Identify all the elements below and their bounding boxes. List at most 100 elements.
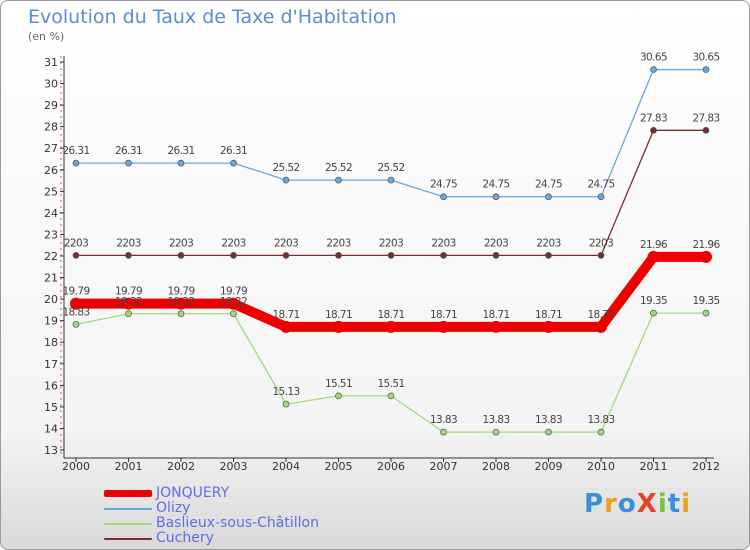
data-point xyxy=(230,252,237,259)
logo-letter: P xyxy=(584,489,605,519)
data-label: 19.79 xyxy=(62,286,89,298)
data-label: 13.83 xyxy=(535,414,562,426)
data-label: 26.31 xyxy=(62,145,89,157)
data-point xyxy=(700,250,712,263)
legend-label: Olizy xyxy=(156,500,191,516)
x-tick-label: 2003 xyxy=(220,460,248,473)
legend-swatch xyxy=(104,538,152,540)
y-tick-label: 17 xyxy=(44,358,58,371)
data-point xyxy=(492,252,500,259)
data-point xyxy=(650,309,657,317)
x-tick-label: 2001 xyxy=(115,460,143,473)
y-tick-label: 28 xyxy=(44,121,58,134)
data-label: 26.31 xyxy=(167,145,194,157)
data-label: 25.52 xyxy=(272,162,299,174)
data-label: 24.75 xyxy=(535,179,562,191)
y-tick-label: 26 xyxy=(44,164,58,177)
data-point xyxy=(647,250,660,263)
y-tick-label: 14 xyxy=(44,422,58,435)
data-label: 2203 xyxy=(589,237,613,249)
y-tick-label: 23 xyxy=(44,228,58,241)
data-label: 30.65 xyxy=(640,52,667,64)
y-tick-label: 13 xyxy=(44,444,58,457)
data-label: 2203 xyxy=(431,237,455,249)
data-point xyxy=(177,159,185,167)
data-point xyxy=(542,320,555,333)
legend-swatch xyxy=(104,523,152,525)
data-point xyxy=(282,400,290,408)
data-label: 21.96 xyxy=(692,239,720,251)
data-label: 13.83 xyxy=(430,414,457,426)
y-tick-label: 22 xyxy=(44,250,58,263)
data-point xyxy=(125,310,132,318)
data-label: 24.75 xyxy=(482,179,509,191)
data-point xyxy=(175,297,187,310)
data-point xyxy=(545,252,552,259)
data-label: 19.32 xyxy=(115,296,142,308)
data-point xyxy=(70,297,82,310)
data-point xyxy=(72,320,80,328)
data-point xyxy=(597,252,605,259)
unit-label: (en %) xyxy=(28,30,65,43)
data-point xyxy=(650,66,657,73)
legend-label: Baslieux-sous-Châtillon xyxy=(156,515,319,531)
y-tick-label: 15 xyxy=(44,401,58,414)
data-point xyxy=(492,428,500,436)
data-label: 2203 xyxy=(484,237,508,249)
data-point xyxy=(387,176,395,184)
data-point xyxy=(72,159,80,167)
data-label: 18.83 xyxy=(62,306,89,318)
chart-title: Evolution du Taux de Taxe d'Habitation xyxy=(28,6,397,28)
data-label: 18.71 xyxy=(535,309,562,321)
data-label: 2203 xyxy=(169,237,193,249)
y-tick-label: 29 xyxy=(44,99,58,112)
data-label: 15.51 xyxy=(325,378,352,390)
data-label: 2203 xyxy=(274,237,298,249)
data-label: 18.71 xyxy=(325,309,352,321)
data-label: 19.32 xyxy=(167,296,194,308)
logo-letter: r xyxy=(604,489,618,519)
data-point xyxy=(230,310,237,318)
data-label: 26.31 xyxy=(220,145,247,157)
y-tick-label: 27 xyxy=(44,142,58,155)
x-tick-label: 2009 xyxy=(535,460,563,473)
data-point xyxy=(702,309,710,317)
data-label: 19.35 xyxy=(640,295,667,307)
x-tick-label: 2006 xyxy=(377,460,405,473)
data-label: 15.51 xyxy=(377,378,404,390)
logo-letter: i xyxy=(657,489,668,519)
data-point xyxy=(437,320,450,333)
data-point xyxy=(440,428,447,436)
data-label: 25.52 xyxy=(377,162,404,174)
data-point xyxy=(545,428,552,436)
x-tick-label: 2008 xyxy=(482,460,510,473)
data-point xyxy=(597,428,605,436)
proxiti-logo: ProXiti xyxy=(584,489,691,519)
y-tick-label: 25 xyxy=(44,185,58,198)
x-tick-label: 2002 xyxy=(167,460,195,473)
y-tick-label: 31 xyxy=(44,56,58,69)
data-label: 18.71 xyxy=(272,309,299,321)
data-point xyxy=(125,252,132,259)
x-tick-label: 2004 xyxy=(272,460,300,473)
data-point xyxy=(440,193,447,201)
data-point xyxy=(597,193,605,201)
data-point xyxy=(335,252,342,259)
legend-label: JONQUERY xyxy=(156,485,230,501)
y-tick-label: 30 xyxy=(44,78,58,91)
data-label: 18.71 xyxy=(430,309,457,321)
data-label: 19.35 xyxy=(692,295,719,307)
data-point xyxy=(335,392,342,400)
data-label: 19.79 xyxy=(220,286,247,298)
data-label: 2203 xyxy=(221,237,245,249)
logo-letter: o xyxy=(617,489,637,519)
data-point xyxy=(332,320,345,333)
x-tick-label: 2007 xyxy=(430,460,458,473)
logo-letter: X xyxy=(636,489,658,519)
y-tick-label: 18 xyxy=(44,336,58,349)
data-label: 13.83 xyxy=(587,414,614,426)
data-label: 13.83 xyxy=(482,414,509,426)
data-point xyxy=(387,392,395,400)
data-label: 2203 xyxy=(64,237,88,249)
